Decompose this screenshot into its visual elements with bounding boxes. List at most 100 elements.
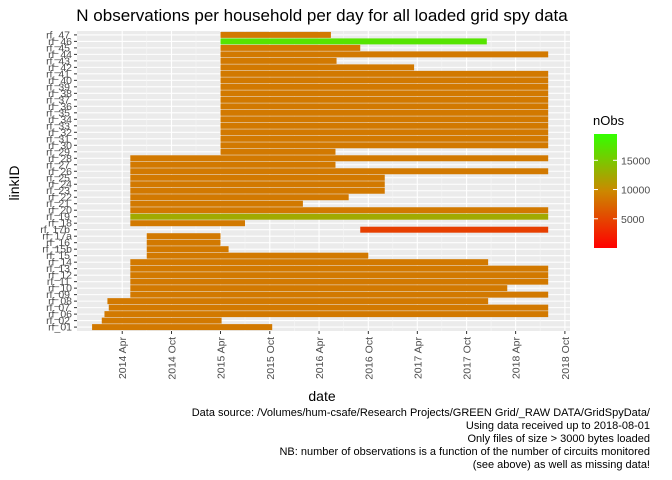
caption-line-1: Data source: /Volumes/hum-csafe/Research… bbox=[191, 407, 650, 419]
y-tick-label: rf_44 bbox=[48, 49, 72, 61]
y-tick-label: rf_14 bbox=[48, 257, 72, 269]
legend-tick-label: 5000 bbox=[621, 214, 645, 226]
chart-title: N observations per household per day for… bbox=[76, 6, 568, 25]
bar-rf_35 bbox=[220, 109, 549, 116]
bar-rf_11 bbox=[130, 278, 549, 285]
x-tick-label: 2018 Oct bbox=[560, 337, 572, 380]
bar-rf_15 bbox=[146, 252, 369, 259]
bar-rf_30 bbox=[220, 142, 549, 149]
y-axis-title: linkID bbox=[6, 165, 22, 200]
x-tick-label: 2014 Apr bbox=[117, 337, 129, 380]
y-tick-label: rf_42 bbox=[48, 62, 72, 74]
y-tick-label: rf_25 bbox=[46, 172, 70, 184]
bars-layer bbox=[92, 31, 549, 331]
y-tick-label: rf_07 bbox=[46, 302, 70, 314]
bar-rf_12 bbox=[130, 272, 549, 279]
bar-rf_17a bbox=[146, 233, 221, 240]
y-tick-label: rf_41 bbox=[46, 68, 70, 80]
x-tick-label: 2015 Oct bbox=[265, 337, 277, 380]
bar-rf_39 bbox=[220, 83, 549, 90]
bar-rf_07 bbox=[108, 304, 549, 311]
bar-rf_34 bbox=[220, 116, 549, 123]
caption: Data source: /Volumes/hum-csafe/Research… bbox=[192, 407, 650, 472]
bar-rf_18 bbox=[130, 220, 246, 227]
y-tick-label: rf_38 bbox=[48, 88, 72, 100]
x-tick-label: 2018 Apr bbox=[511, 337, 523, 380]
y-tick-label: rf_08 bbox=[48, 296, 72, 308]
bar-rf_32 bbox=[220, 129, 549, 136]
bar-rf_43 bbox=[220, 57, 337, 64]
y-tick-label: rf_37 bbox=[46, 94, 70, 106]
caption-line-4: NB: number of observations is a function… bbox=[279, 446, 650, 458]
bar-rf_21 bbox=[130, 200, 303, 207]
y-tick-label: rf_22 bbox=[48, 192, 72, 204]
y-tick-label: rf_29 bbox=[46, 146, 70, 158]
bar-rf_20 bbox=[130, 207, 549, 214]
bar-rf_26 bbox=[130, 168, 549, 175]
bar-rf_42 bbox=[220, 64, 415, 71]
bar-rf_24 bbox=[130, 181, 385, 188]
y-tick-label: rf_20 bbox=[48, 205, 72, 217]
bar-rf_28 bbox=[130, 155, 549, 162]
y-tick-label: rf_06 bbox=[48, 309, 72, 321]
y-tick-label: rf_10 bbox=[48, 283, 72, 295]
y-tick-label: rf_16 bbox=[46, 237, 70, 249]
caption-line-3: Only files of size > 3000 bytes loaded bbox=[467, 433, 650, 445]
y-tick-label: rf_46 bbox=[48, 36, 72, 48]
y-tick-label: rf_33 bbox=[46, 120, 70, 132]
y-tick-label: rf_26 bbox=[48, 166, 72, 178]
bar-rf_45 bbox=[220, 44, 361, 51]
bar-rf_37 bbox=[220, 96, 549, 103]
y-tick-label: rf_35 bbox=[46, 107, 70, 119]
x-tick-label: 2015 Apr bbox=[216, 337, 228, 380]
x-tick-label: 2014 Oct bbox=[167, 337, 179, 380]
bar-rf_40 bbox=[220, 77, 549, 84]
bar-rf_31 bbox=[220, 135, 549, 142]
y-tick-label: rf_15b bbox=[42, 244, 72, 256]
y-tick-label: rf_01 bbox=[48, 322, 72, 334]
y-tick-label: rf_23 bbox=[46, 185, 70, 197]
bar-rf_46 bbox=[220, 38, 487, 45]
y-tick-label: rf_36 bbox=[48, 101, 72, 113]
bar-rf_36 bbox=[220, 103, 549, 110]
bar-rf_22 bbox=[130, 194, 349, 201]
y-tick-label: rf_02 bbox=[46, 315, 70, 327]
bar-rf_44 bbox=[220, 51, 549, 58]
legend-ticks: 5000 10000 15000 bbox=[594, 155, 650, 226]
x-tick-label: 2017 Oct bbox=[462, 337, 474, 380]
legend-tick-label: 10000 bbox=[621, 185, 650, 197]
y-tick-label: rf_43 bbox=[46, 55, 70, 67]
bar-rf_13 bbox=[130, 265, 549, 272]
bar-rf_23 bbox=[130, 187, 385, 194]
y-tick-label: rf_31 bbox=[46, 133, 70, 145]
caption-line-5: (see above) as well as missing data! bbox=[472, 459, 650, 471]
bar-rf_38 bbox=[220, 90, 549, 97]
x-tick-label: 2016 Oct bbox=[363, 337, 375, 380]
caption-line-2: Using data received up to 2018-08-01 bbox=[465, 420, 650, 432]
y-tick-label: rf_18 bbox=[48, 218, 72, 230]
bar-rf_25 bbox=[130, 174, 385, 181]
bar-rf_08 bbox=[107, 298, 489, 305]
x-axis-ticks: 2014 Apr 2014 Oct 2015 Apr 2015 Oct 2016 Apr… bbox=[117, 331, 572, 380]
y-tick-label: rf_40 bbox=[48, 75, 72, 87]
legend-title: nObs bbox=[593, 113, 625, 128]
y-tick-label: rf_17b bbox=[40, 224, 70, 236]
y-tick-label: rf_09 bbox=[46, 289, 70, 301]
bar-rf_02 bbox=[101, 317, 222, 324]
y-tick-label: rf_30 bbox=[48, 140, 72, 152]
bar-rf_29 bbox=[220, 148, 336, 155]
y-tick-label: rf_47 bbox=[46, 29, 70, 41]
bar-rf_33 bbox=[220, 122, 549, 129]
bar-rf_47 bbox=[220, 31, 331, 38]
bar-rf_17b bbox=[360, 226, 549, 233]
y-tick-label: rf_27 bbox=[46, 159, 70, 171]
bar-rf_14 bbox=[130, 259, 489, 266]
legend-tick-label: 15000 bbox=[621, 155, 650, 167]
bar-rf_06 bbox=[104, 311, 549, 318]
x-tick-label: 2016 Apr bbox=[314, 337, 326, 380]
y-tick-label: rf_39 bbox=[46, 81, 70, 93]
y-tick-label: rf_21 bbox=[46, 198, 70, 210]
y-tick-label: rf_28 bbox=[48, 153, 72, 165]
y-tick-label: rf_17a bbox=[42, 231, 72, 243]
